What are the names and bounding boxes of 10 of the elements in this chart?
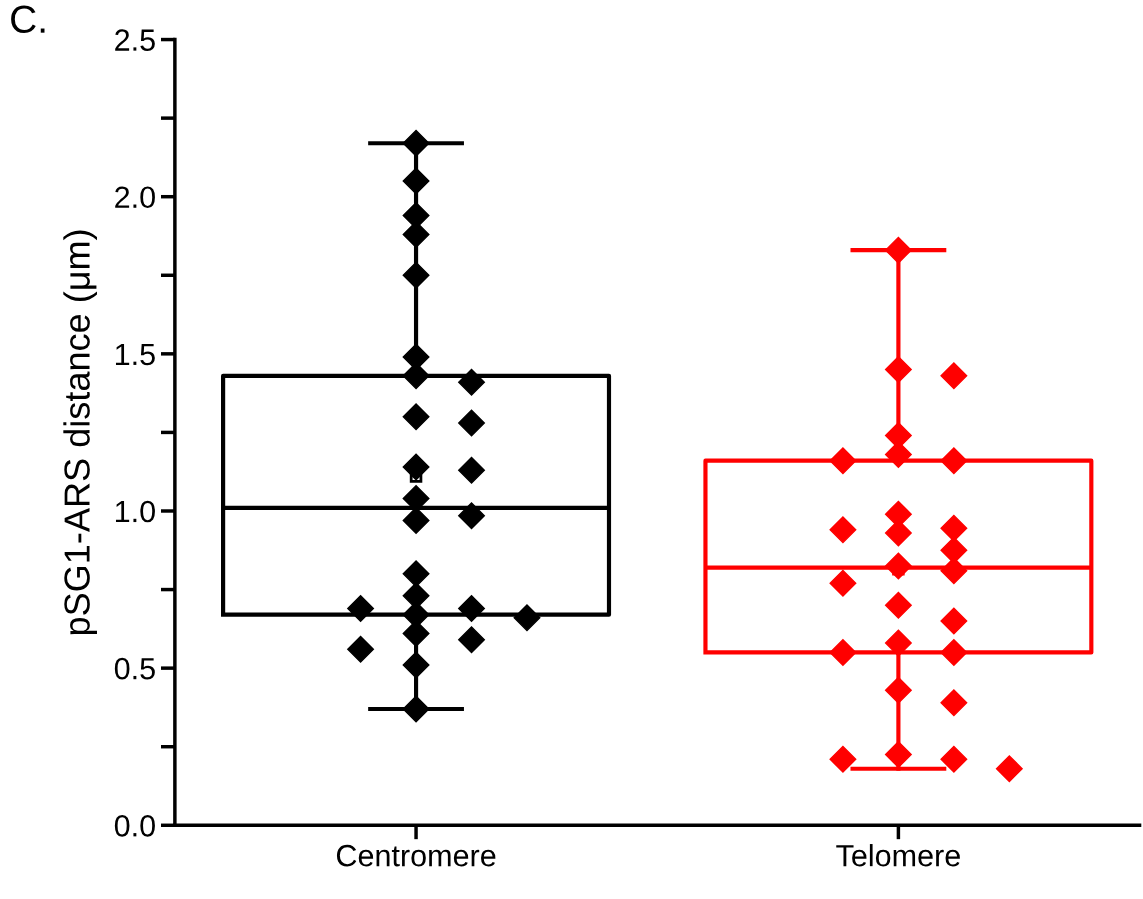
y-tick-label: 1.5 [115, 343, 155, 366]
y-tick-label: 2.0 [115, 186, 155, 209]
y-tick-label: 0.0 [114, 815, 155, 837]
x-tick-label: Telomere [836, 844, 960, 867]
y-tick-label: 1.0 [115, 500, 155, 523]
y-tick-label: 2.5 [115, 29, 155, 51]
text: C. [11, 5, 45, 34]
y-tick-label: 0.5 [114, 657, 155, 680]
y-axis-title: pSG1-ARS distance (μm) [63, 230, 97, 635]
x-tick-label: Centromere [336, 844, 496, 867]
